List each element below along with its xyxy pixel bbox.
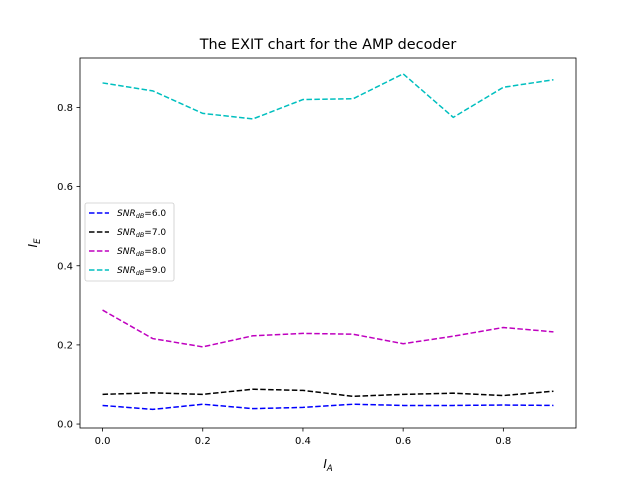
legend-label-sub: dB [136,212,145,220]
legend-box [84,202,175,282]
x-tick-label: 0.4 [295,436,311,447]
plot-frame [79,57,577,429]
y-axis-label-main: I [26,243,40,247]
y-tick-label: 0.6 [57,182,73,193]
y-tick-label: 0.4 [57,261,73,272]
y-axis-label: IE [26,238,43,248]
y-axis-label-sub: E [33,238,43,244]
series-line-2 [102,309,554,348]
x-tick-label: 0.2 [195,436,211,447]
legend-label-value: =9.0 [144,266,166,276]
series-line-1 [102,388,554,398]
legend-label-value: =8.0 [144,247,166,257]
legend-label-2: SNRdB=8.0 [117,247,166,258]
legend-label-main: SNR [117,209,136,219]
legend-label-main: SNR [117,228,136,238]
series-line-0 [102,403,554,411]
y-tick-label: 0.0 [57,420,73,431]
legend-label-0: SNRdB=6.0 [117,209,166,220]
chart-title: The EXIT chart for the AMP decoder [199,37,457,53]
legend-label-1: SNRdB=7.0 [117,228,166,239]
series-line-3 [102,72,554,120]
legend-label-value: =6.0 [144,209,166,219]
y-tick-label: 0.2 [57,340,73,351]
x-tick-label: 0.0 [95,436,111,447]
legend-label-sub: dB [136,269,145,277]
y-axis: 0.0 0.2 0.4 0.6 0.8 [57,103,80,431]
x-axis-label-sub: A [326,464,333,474]
legend-label-main: SNR [117,266,136,276]
legend-label-value: =7.0 [144,228,166,238]
x-axis: 0.0 0.2 0.4 0.6 0.8 [95,428,511,447]
series-layer [102,72,554,411]
x-tick-label: 0.6 [395,436,411,447]
legend-label-3: SNRdB=9.0 [117,266,166,277]
legend-label-main: SNR [117,247,136,257]
x-axis-label-main: I [323,457,327,471]
x-axis-label: IA [323,457,333,474]
y-tick-label: 0.8 [57,103,73,114]
legend-label-sub: dB [136,231,145,239]
x-tick-label: 0.8 [495,436,511,447]
legend-label-sub: dB [136,250,145,258]
